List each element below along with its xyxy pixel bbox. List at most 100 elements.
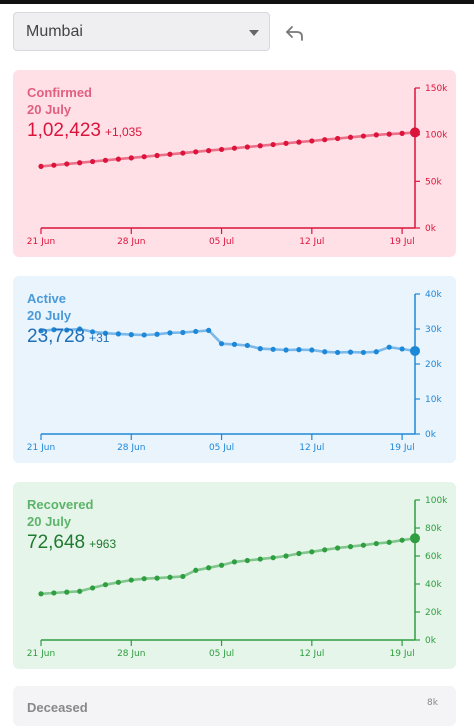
y-tick-label: 60k xyxy=(425,552,442,562)
confirmed-count: 1,02,423 xyxy=(27,120,101,141)
data-point xyxy=(309,138,315,144)
x-tick-label: 28 Jun xyxy=(117,649,145,659)
data-point xyxy=(77,326,83,332)
data-point xyxy=(77,588,83,594)
data-point xyxy=(51,162,57,168)
data-point xyxy=(322,137,328,143)
data-point xyxy=(373,132,379,138)
data-point xyxy=(257,556,263,562)
active-date: 20 July xyxy=(27,308,72,323)
data-point xyxy=(206,327,212,333)
data-point xyxy=(218,341,225,347)
data-point xyxy=(296,347,302,353)
y-tick-label: 40k xyxy=(425,580,442,590)
data-point xyxy=(335,545,341,551)
data-point xyxy=(102,157,109,163)
city-select[interactable]: Mumbai xyxy=(13,12,270,51)
data-point xyxy=(360,133,367,139)
data-point xyxy=(386,344,392,350)
recovered-value: 72,648 +963 xyxy=(27,532,116,554)
data-point xyxy=(322,547,328,553)
data-point xyxy=(347,134,354,140)
data-point xyxy=(154,331,160,337)
data-point xyxy=(218,146,225,153)
chevron-down-icon xyxy=(249,30,259,36)
y-tick-label: 30k xyxy=(425,325,442,335)
data-point xyxy=(296,550,302,557)
data-point xyxy=(399,346,405,352)
data-point xyxy=(322,349,328,355)
x-tick-label: 12 Jul xyxy=(299,237,324,247)
data-point xyxy=(309,347,315,353)
data-point xyxy=(296,139,302,145)
data-point xyxy=(154,152,160,159)
confirmed-date: 20 July xyxy=(27,102,72,117)
x-tick-label: 19 Jul xyxy=(390,443,415,453)
latest-point xyxy=(410,533,420,544)
data-point xyxy=(154,575,160,581)
data-point xyxy=(257,346,263,352)
data-point xyxy=(399,537,405,543)
x-tick-label: 19 Jul xyxy=(390,237,415,247)
data-point xyxy=(309,549,315,555)
undo-arrow-icon[interactable] xyxy=(284,22,306,44)
deceased-card: Deceased 8k xyxy=(13,686,456,726)
data-point xyxy=(51,590,57,596)
active-value: 23,728 +31 xyxy=(27,326,109,348)
data-point xyxy=(373,349,379,355)
data-point xyxy=(399,130,405,136)
confirmed-chart: 150k 100k 50k 0k 21 Jun 28 Jun 05 Jul 12 Jul 19 … xyxy=(27,84,448,247)
x-tick-label: 28 Jun xyxy=(117,237,145,247)
data-point xyxy=(193,149,199,155)
confirmed-card: 150k 100k 50k 0k 21 Jun 28 Jun 05 Jul 12 Jul 19 … xyxy=(13,70,456,257)
data-point xyxy=(283,347,289,353)
data-point xyxy=(180,573,186,580)
data-point xyxy=(244,144,250,150)
data-point xyxy=(386,131,392,137)
data-point xyxy=(51,327,57,333)
data-point xyxy=(64,589,70,595)
y-tick-label: 50k xyxy=(425,177,442,187)
data-point xyxy=(373,540,379,547)
data-point xyxy=(283,553,289,559)
data-point xyxy=(206,148,212,154)
data-point xyxy=(180,150,186,156)
x-tick-label: 21 Jun xyxy=(27,649,55,659)
active-delta: +31 xyxy=(89,331,110,345)
data-point xyxy=(77,160,83,166)
data-point xyxy=(167,330,173,336)
x-tick-label: 05 Jul xyxy=(209,443,234,453)
data-point xyxy=(141,576,147,582)
data-point xyxy=(64,161,70,167)
data-point xyxy=(38,591,44,597)
y-tick-label: 100k xyxy=(425,131,448,141)
x-tick-label: 05 Jul xyxy=(209,237,234,247)
data-point xyxy=(270,555,276,561)
data-point xyxy=(115,156,121,162)
data-point xyxy=(128,577,134,583)
confirmed-label: Confirmed xyxy=(27,85,92,100)
x-tick-label: 05 Jul xyxy=(209,649,234,659)
y-tick-label: 80k xyxy=(425,524,442,534)
latest-point xyxy=(410,127,420,138)
x-tick-label: 12 Jul xyxy=(299,443,324,453)
data-point xyxy=(270,346,276,352)
data-point xyxy=(167,151,173,157)
data-point xyxy=(167,574,173,580)
recovered-count: 72,648 xyxy=(27,532,86,553)
x-tick-label: 19 Jul xyxy=(390,649,415,659)
data-point xyxy=(38,328,44,334)
data-point xyxy=(115,331,121,337)
data-point xyxy=(128,155,134,161)
data-point xyxy=(335,135,341,142)
data-point xyxy=(206,565,212,571)
data-point xyxy=(193,328,199,335)
data-point xyxy=(244,557,250,564)
x-tick-label: 21 Jun xyxy=(27,443,55,453)
data-point xyxy=(231,145,238,151)
y-tick-label: 20k xyxy=(425,360,442,370)
data-point xyxy=(141,154,147,160)
x-tick-label: 12 Jul xyxy=(299,649,324,659)
recovered-date: 20 July xyxy=(27,514,72,529)
data-point xyxy=(89,329,96,335)
